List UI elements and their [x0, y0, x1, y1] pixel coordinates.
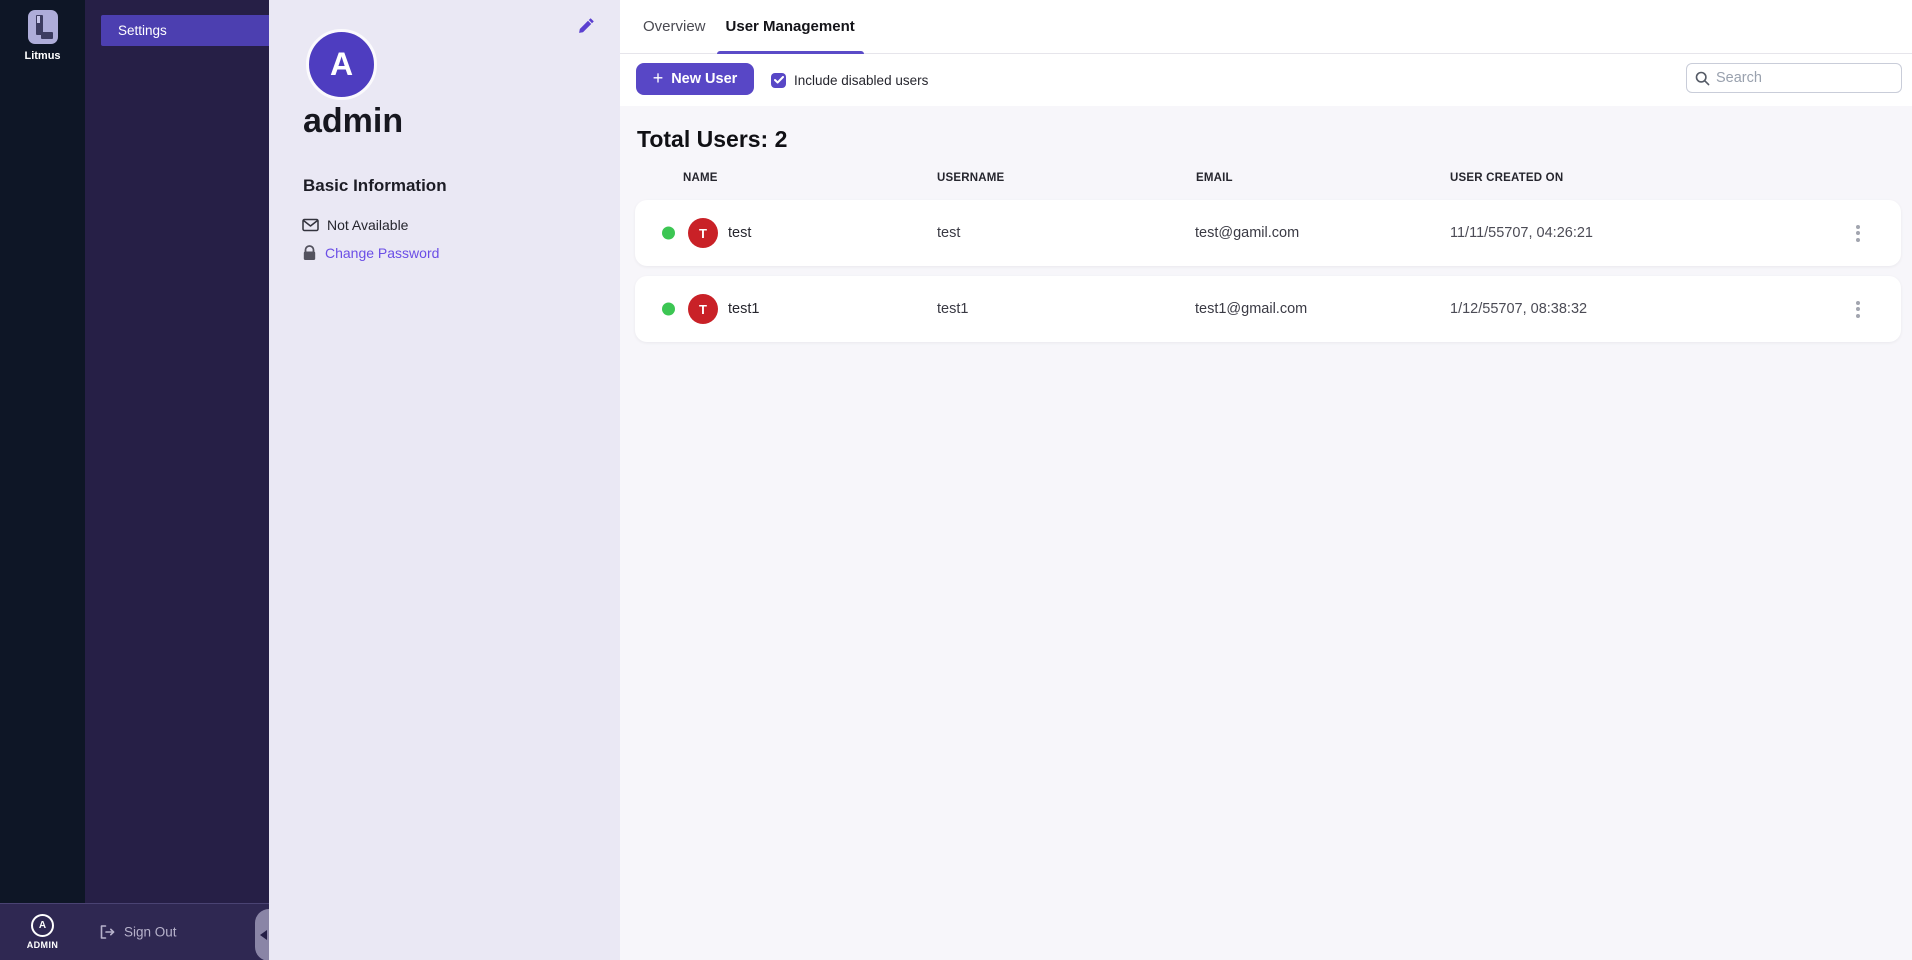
- logo-glyph-bar: [35, 15, 43, 35]
- logo-glyph-foot: [40, 32, 53, 39]
- status-active-dot: [662, 226, 675, 240]
- user-table-section: Total Users: 2 NAME USERNAME EMAIL USER …: [620, 106, 1912, 960]
- user-created-on: 11/11/55707, 04:26:21: [1450, 225, 1593, 241]
- admin-avatar: A: [31, 914, 54, 937]
- column-header-email: EMAIL: [1196, 172, 1233, 184]
- column-header-username: USERNAME: [937, 172, 1005, 184]
- user-username: test: [937, 225, 961, 241]
- settings-item-label: Settings: [118, 23, 167, 38]
- sidebar-item-settings[interactable]: Settings: [101, 15, 269, 46]
- include-disabled-checkbox[interactable]: [771, 72, 786, 88]
- user-email: test1@gmail.com: [1195, 301, 1308, 317]
- tab-overview[interactable]: Overview: [633, 0, 716, 53]
- new-user-button[interactable]: + New User: [636, 63, 754, 95]
- column-header-created-on: USER CREATED ON: [1450, 172, 1564, 184]
- sign-out-icon: [100, 925, 115, 939]
- tab-user-management-label: User Management: [725, 18, 855, 35]
- sidebar-footer: A ADMIN Sign Out: [0, 903, 269, 960]
- search-icon: [1695, 71, 1710, 85]
- row-actions-menu-button[interactable]: [1849, 221, 1867, 245]
- sign-out-button[interactable]: Sign Out: [100, 925, 177, 940]
- user-avatar-initial: T: [699, 301, 707, 317]
- profile-email-value: Not Available: [327, 217, 409, 233]
- search-box: [1686, 63, 1902, 93]
- profile-avatar-initial: A: [329, 46, 354, 82]
- admin-avatar-initial: A: [38, 920, 47, 931]
- change-password-label: Change Password: [325, 245, 440, 261]
- user-management-toolbar: + New User Include disabled users: [620, 54, 1912, 106]
- new-user-button-label: New User: [671, 71, 738, 87]
- table-row[interactable]: T test1 test1 test1@gmail.com 1/12/55707…: [635, 276, 1901, 342]
- status-active-dot: [662, 302, 675, 316]
- tab-overview-label: Overview: [643, 18, 706, 35]
- kebab-icon: [1856, 300, 1860, 305]
- kebab-icon: [1856, 224, 1860, 229]
- admin-user-badge[interactable]: A ADMIN: [0, 904, 85, 960]
- lock-icon: [303, 245, 316, 260]
- include-disabled-label: Include disabled users: [794, 72, 929, 88]
- basic-information-heading: Basic Information: [303, 176, 447, 195]
- profile-avatar: A: [306, 29, 377, 100]
- user-created-on: 1/12/55707, 08:38:32: [1450, 301, 1588, 317]
- user-email: test@gamil.com: [1195, 225, 1300, 241]
- user-avatar-initial: T: [699, 225, 707, 241]
- tab-bar: Overview User Management: [620, 0, 1912, 55]
- edit-profile-button[interactable]: [576, 16, 596, 36]
- envelope-icon: [302, 218, 319, 232]
- user-name: test1: [728, 301, 760, 317]
- column-header-name: NAME: [683, 172, 718, 184]
- profile-name: admin: [303, 102, 404, 140]
- include-disabled-control: Include disabled users: [771, 54, 928, 106]
- plus-icon: +: [652, 68, 664, 88]
- sidebar-collapse-handle[interactable]: [255, 909, 269, 960]
- user-avatar: T: [688, 218, 718, 248]
- change-password-link[interactable]: Change Password: [302, 245, 439, 261]
- logo-label: Litmus: [24, 50, 61, 62]
- tab-user-management[interactable]: User Management: [716, 0, 865, 55]
- table-row[interactable]: T test test test@gamil.com 11/11/55707, …: [635, 200, 1901, 266]
- total-users-count: Total Users: 2: [637, 126, 788, 152]
- row-actions-menu-button[interactable]: [1849, 297, 1867, 321]
- admin-label: ADMIN: [26, 940, 59, 950]
- user-username: test1: [937, 301, 969, 317]
- main-content: Overview User Management + New User Incl…: [620, 0, 1912, 960]
- sign-out-label: Sign Out: [124, 924, 177, 940]
- litmus-logo-icon[interactable]: [27, 10, 58, 44]
- pencil-icon: [579, 18, 594, 33]
- user-name: test: [728, 225, 752, 241]
- collapse-left-icon: [259, 930, 267, 940]
- profile-panel: A admin Basic Information Not Available …: [269, 0, 620, 960]
- settings-sidebar: Settings: [85, 0, 269, 960]
- primary-sidebar: Litmus: [0, 0, 85, 960]
- user-avatar: T: [688, 294, 718, 324]
- search-input[interactable]: [1716, 70, 1893, 86]
- checkmark-icon: [773, 76, 784, 84]
- profile-email-row: Not Available: [302, 217, 408, 233]
